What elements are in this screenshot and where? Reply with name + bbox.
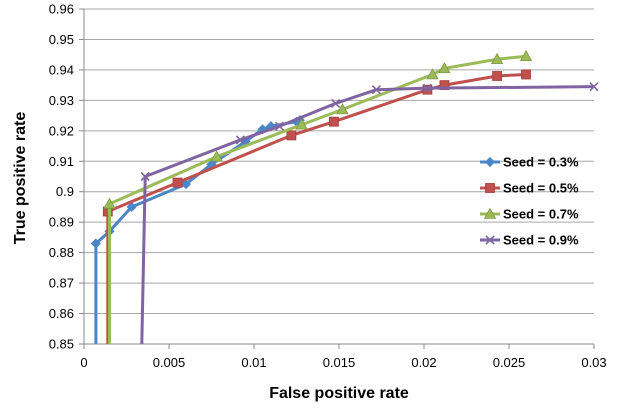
y-tick-label: 0.87	[49, 276, 74, 291]
data-point-marker	[492, 71, 503, 81]
y-tick-label: 0.91	[49, 154, 74, 169]
x-axis-title: False positive rate	[269, 385, 409, 402]
data-point-marker	[180, 179, 192, 190]
y-tick-label: 0.88	[49, 245, 74, 260]
legend-label: Seed = 0.9%	[503, 233, 579, 248]
series-2	[102, 69, 531, 344]
data-point-marker	[519, 49, 533, 62]
y-tick-label: 0.9	[56, 184, 74, 199]
axes	[79, 8, 595, 349]
series-group	[90, 49, 599, 345]
data-point-marker	[126, 201, 137, 213]
y-axis-title: True positive rate	[12, 112, 29, 245]
legend-swatch-marker	[483, 207, 497, 219]
legend-label: Seed = 0.3%	[503, 155, 579, 170]
data-point-marker	[235, 135, 245, 145]
series-line	[140, 85, 595, 345]
data-point-marker	[336, 103, 349, 115]
legend-item: Seed = 0.7%	[480, 207, 579, 222]
data-point-marker	[140, 171, 150, 182]
series-4	[140, 82, 599, 345]
y-tick-label: 0.93	[49, 93, 74, 108]
x-tick-label: 0.015	[323, 355, 356, 370]
legend-item: Seed = 0.9%	[480, 233, 579, 248]
data-point-marker	[295, 118, 308, 130]
legend-swatch-marker	[485, 183, 495, 193]
data-point-marker	[274, 121, 285, 131]
data-point-marker	[286, 130, 297, 141]
data-point-marker	[426, 68, 439, 80]
data-point-marker	[371, 85, 381, 95]
data-point-marker	[490, 52, 504, 65]
y-tick-label: 0.96	[49, 2, 74, 17]
data-point-marker	[439, 80, 450, 91]
y-tick-label: 0.85	[49, 337, 74, 352]
legend: Seed = 0.3% Seed = 0.5% Seed = 0.7% Seed = …	[480, 155, 579, 248]
y-tick-label: 0.89	[49, 215, 74, 230]
legend-label: Seed = 0.5%	[503, 181, 579, 196]
y-tick-label: 0.92	[49, 123, 74, 138]
data-point-marker	[328, 116, 339, 127]
data-point-marker	[90, 238, 101, 249]
legend-label: Seed = 0.7%	[503, 207, 579, 222]
data-point-marker	[438, 62, 451, 74]
y-tick-label: 0.86	[49, 306, 74, 321]
x-tick-label: 0.02	[411, 355, 436, 370]
data-point-marker	[422, 83, 432, 93]
y-tick-labels: 0.85 0.86 0.87 0.88 0.89 0.9 0.91 0.92 0.93 0.94 0…	[49, 2, 74, 352]
x-tick-label: 0	[80, 355, 87, 370]
data-point-marker	[172, 177, 183, 188]
y-tick-label: 0.94	[49, 62, 74, 77]
x-tick-label: 0.025	[493, 355, 526, 370]
legend-swatch-marker	[485, 235, 495, 245]
y-tick-label: 0.95	[49, 32, 74, 47]
data-point-marker	[521, 69, 531, 80]
legend-swatch-marker	[484, 156, 496, 168]
data-point-marker	[103, 197, 116, 209]
data-point-marker	[589, 82, 599, 92]
x-tick-label: 0.01	[241, 355, 266, 370]
x-tick-label: 0.005	[153, 355, 186, 370]
data-point-marker	[210, 150, 223, 162]
x-tick-labels: 0 0.005 0.01 0.015 0.02 0.025 0.03	[80, 355, 606, 370]
gridlines	[84, 8, 594, 315]
legend-item: Seed = 0.3%	[480, 155, 579, 170]
x-tick-label: 0.03	[581, 355, 606, 370]
data-point-marker	[331, 98, 341, 108]
legend-item: Seed = 0.5%	[480, 181, 579, 196]
